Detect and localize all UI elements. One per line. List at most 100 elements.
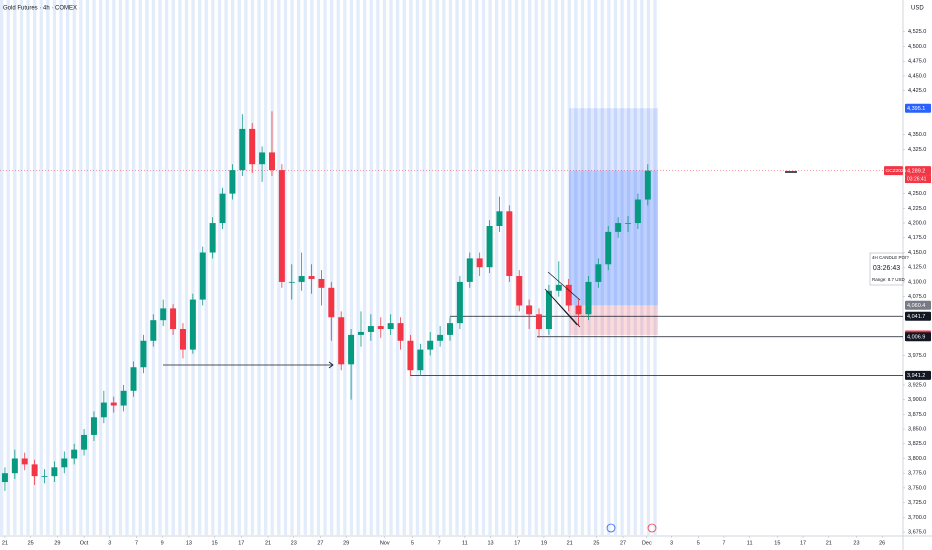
- candle-body: [318, 278, 325, 288]
- candle-body: [585, 281, 592, 315]
- candle-body: [397, 323, 404, 341]
- y-tick-label: 3,775.0: [908, 471, 926, 477]
- x-tick-label: 26: [879, 540, 885, 546]
- x-tick-label: 25: [593, 540, 599, 546]
- candle-body: [595, 264, 602, 282]
- price-tag: [905, 103, 931, 113]
- x-tick-label: 21: [265, 540, 271, 546]
- price-tag: [905, 300, 931, 310]
- x-tick-label: 27: [620, 540, 626, 546]
- candle-body: [229, 170, 236, 194]
- price-tag: [905, 311, 931, 321]
- x-tick-label: 13: [186, 540, 192, 546]
- candle-body: [90, 417, 97, 435]
- x-tick-label: 25: [28, 540, 34, 546]
- candle-body: [377, 326, 384, 330]
- y-tick-label: 4,150.0: [908, 250, 926, 256]
- y-tick-label: 3,800.0: [908, 456, 926, 462]
- y-tick-label: 4,175.0: [908, 235, 926, 241]
- candle-body: [357, 331, 364, 335]
- event-icon[interactable]: [647, 523, 657, 533]
- candle-body: [11, 458, 18, 474]
- x-tick-label: 3: [670, 540, 673, 546]
- candle-body: [31, 464, 38, 477]
- candle-body: [61, 458, 68, 468]
- candle-body: [199, 252, 206, 300]
- x-tick-label: 23: [291, 540, 297, 546]
- symbol-tag-label: GCZ2025: [886, 168, 907, 174]
- candle-body: [288, 281, 295, 283]
- candle-body: [367, 326, 374, 332]
- price-tag-label: 4,289.2: [907, 168, 925, 174]
- candle-body: [615, 223, 622, 232]
- y-tick-label: 3,975.0: [908, 353, 926, 359]
- target-zone: [569, 108, 658, 306]
- info-range: Range: 8.7 USD: [872, 277, 906, 282]
- x-tick-label: 11: [747, 540, 753, 546]
- candle-body: [644, 170, 651, 200]
- candle-body: [110, 402, 117, 406]
- candle-body: [565, 284, 572, 306]
- x-tick-label: 7: [722, 540, 725, 546]
- y-tick-label: 4,200.0: [908, 221, 926, 227]
- x-tick-label: 21: [567, 540, 573, 546]
- candle-body: [21, 458, 28, 465]
- arrow-head: [328, 361, 334, 369]
- candle-body: [456, 281, 463, 324]
- session-background: [0, 0, 658, 535]
- candle-body: [516, 276, 523, 306]
- event-icon[interactable]: [606, 523, 616, 533]
- price-tag-label: 4,041.7: [907, 314, 925, 320]
- x-tick-label: 21: [2, 540, 8, 546]
- candle-body: [447, 323, 453, 335]
- x-tick-label: 29: [54, 540, 60, 546]
- candle-body: [417, 349, 424, 371]
- candle-body: [170, 308, 177, 330]
- candle-body: [298, 276, 305, 282]
- candle-body: [81, 434, 88, 450]
- y-tick-label: 4,525.0: [908, 29, 926, 35]
- x-tick-label: 11: [462, 540, 468, 546]
- x-tick-label: 9: [161, 540, 164, 546]
- candle-body: [1, 473, 8, 483]
- candle-body: [634, 199, 641, 224]
- symbol-tag: [884, 166, 903, 176]
- y-tick-label: 4,425.0: [908, 88, 926, 94]
- candle-body: [239, 128, 246, 171]
- x-tick-label: 29: [343, 540, 349, 546]
- y-tick-label: 3,925.0: [908, 382, 926, 388]
- y-tick-label: 4,100.0: [908, 279, 926, 285]
- y-tick-label: 3,850.0: [908, 427, 926, 433]
- candle-body: [328, 287, 335, 318]
- price-tag: [905, 332, 931, 342]
- candle-body: [179, 329, 186, 350]
- price-tag-label: 4,006.9: [907, 334, 925, 340]
- candle-body: [338, 317, 345, 365]
- countdown-label: 03:26:41: [907, 176, 927, 182]
- candle-body: [605, 231, 612, 265]
- candle-body: [189, 299, 196, 350]
- info-box: 4H CANDLE POI? 03:26:43 Range: 8.7 USD: [869, 252, 909, 286]
- candle-body: [219, 193, 226, 224]
- candle-body: [486, 226, 493, 268]
- candle-body: [526, 305, 533, 315]
- x-tick-label: 7: [438, 540, 441, 546]
- x-tick-label: 5: [697, 540, 700, 546]
- candle-body: [150, 320, 157, 341]
- y-tick-label: 4,075.0: [908, 294, 926, 300]
- x-tick-label: 19: [541, 540, 547, 546]
- y-tick-label: 3,825.0: [908, 441, 926, 447]
- candle-body: [407, 340, 414, 371]
- y-tick-label: 3,700.0: [908, 515, 926, 521]
- price-tag-label: 3,941.2: [907, 373, 925, 379]
- chart-title: Gold Futures · 4h · COMEX: [3, 6, 77, 12]
- price-tag: [905, 370, 931, 380]
- candle-body: [160, 308, 167, 321]
- x-tick-label: 15: [774, 540, 780, 546]
- candle-body: [496, 211, 503, 227]
- y-tick-label: 4,225.0: [908, 206, 926, 212]
- candle-body: [555, 284, 562, 291]
- x-tick-label: 27: [317, 540, 323, 546]
- candle-body: [140, 340, 147, 368]
